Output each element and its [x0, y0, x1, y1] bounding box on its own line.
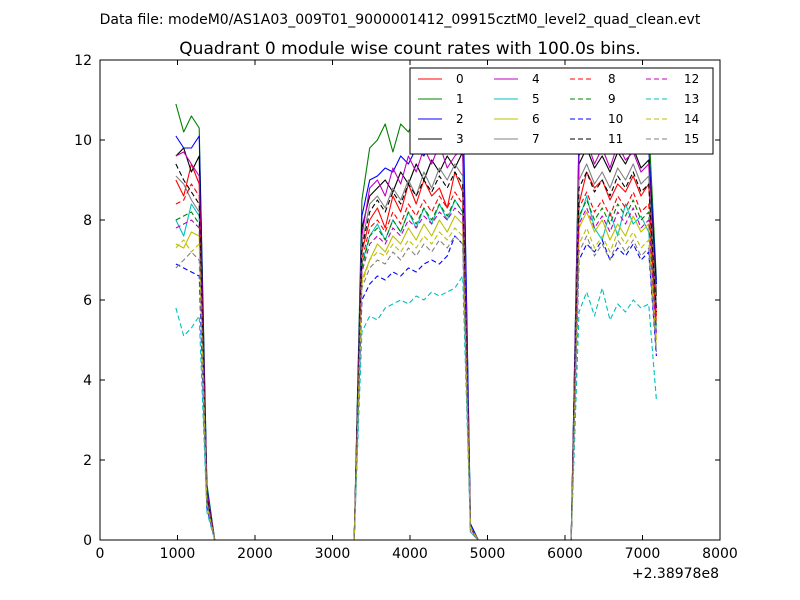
legend-label-11: 11	[608, 132, 623, 146]
legend-label-2: 2	[456, 112, 464, 126]
legend-label-15: 15	[684, 132, 699, 146]
legend-label-3: 3	[456, 132, 464, 146]
x-tick-label: 7000	[625, 546, 661, 562]
y-tick-label: 0	[83, 533, 92, 549]
x-tick-label: 1000	[160, 546, 196, 562]
chart-title: Quadrant 0 module wise count rates with …	[179, 39, 640, 59]
legend-label-5: 5	[532, 92, 540, 106]
x-tick-label: 2000	[237, 546, 273, 562]
legend-label-0: 0	[456, 72, 464, 86]
y-tick-label: 10	[74, 133, 92, 149]
x-tick-label: 0	[96, 546, 105, 562]
legend-label-7: 7	[532, 132, 540, 146]
legend-label-6: 6	[532, 112, 540, 126]
figure-suptitle: Data file: modeM0/AS1A03_009T01_90000014…	[100, 12, 701, 28]
legend-label-14: 14	[684, 112, 699, 126]
x-tick-label: 4000	[392, 546, 428, 562]
y-tick-label: 2	[83, 453, 92, 469]
y-tick-label: 6	[83, 293, 92, 309]
y-tick-label: 4	[83, 373, 92, 389]
axis-ticks: 0 1000 2000 3000 4000 5000 6000 7000 80000246810…	[74, 53, 738, 562]
legend-label-12: 12	[684, 72, 699, 86]
legend-box	[409, 67, 714, 155]
x-tick-label: 5000	[470, 546, 506, 562]
legend-label-10: 10	[608, 112, 623, 126]
x-tick-label: 8000	[702, 546, 738, 562]
legend-label-4: 4	[532, 72, 540, 86]
legend-label-9: 9	[608, 92, 616, 106]
x-tick-label: 6000	[547, 546, 583, 562]
legend-label-13: 13	[684, 92, 699, 106]
legend-label-8: 8	[608, 72, 616, 86]
x-axis-offset-label: +2.38978e8	[632, 566, 719, 582]
y-tick-label: 8	[83, 213, 92, 229]
y-tick-label: 12	[74, 53, 92, 69]
series-line-12	[175, 207, 657, 541]
x-tick-label: 3000	[315, 546, 351, 562]
legend-label-1: 1	[456, 92, 464, 106]
